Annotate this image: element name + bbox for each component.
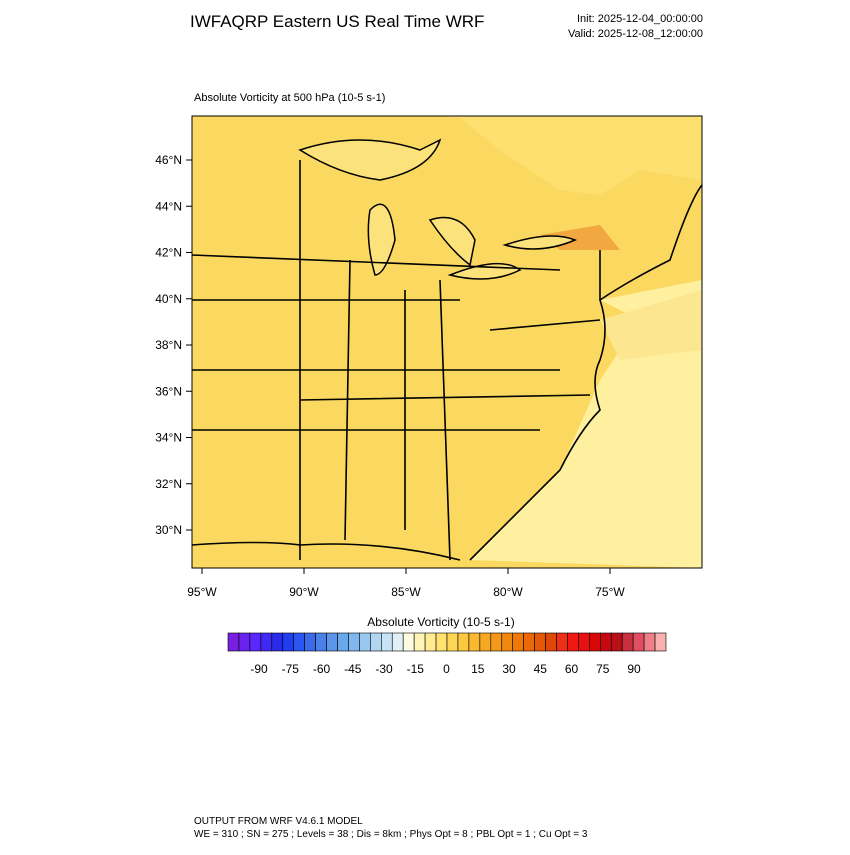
- ocean-band: [600, 290, 702, 360]
- colorbar-box: [610, 632, 623, 652]
- colorbar-box: [589, 632, 601, 652]
- lon-label: 95°W: [187, 585, 217, 599]
- footer-line: OUTPUT FROM WRF V4.6.1 MODEL: [194, 816, 363, 827]
- lon-label: 80°W: [493, 585, 523, 599]
- colorbar-label: 0: [443, 662, 450, 676]
- colorbar-box: [468, 632, 481, 652]
- lat-label: 40°N: [155, 292, 182, 306]
- lat-label: 34°N: [155, 431, 182, 445]
- valid-time: Valid: 2025-12-08_12:00:00: [568, 28, 703, 40]
- colorbar-box: [348, 632, 360, 652]
- great-lakes: [298, 138, 577, 280]
- colorbar-label: 75: [596, 662, 610, 676]
- colorbar-label: 30: [502, 662, 516, 676]
- colorbar-box: [380, 632, 393, 652]
- colorbar-box: [260, 632, 273, 652]
- colorbar-title: Absolute Vorticity (10-5 s-1): [367, 615, 514, 629]
- colorbar-box: [632, 632, 645, 652]
- lat-label: 38°N: [155, 338, 182, 352]
- colorbar-box: [501, 632, 513, 652]
- colorbar-box: [293, 632, 305, 652]
- colorbar-box: [271, 632, 284, 652]
- colorbar-box: [304, 632, 316, 652]
- colorbar-box: [512, 632, 524, 652]
- colorbar-box: [654, 632, 667, 652]
- colorbar-label: -30: [375, 662, 393, 676]
- lat-label: 32°N: [155, 477, 182, 491]
- colorbar-label: 15: [471, 662, 485, 676]
- colorbar-label: -45: [344, 662, 362, 676]
- colorbar-box: [446, 632, 459, 652]
- colorbar-label: -60: [313, 662, 331, 676]
- lat-label: 46°N: [155, 153, 182, 167]
- lon-label: 90°W: [289, 585, 319, 599]
- colorbar-box: [249, 632, 262, 652]
- lon-axis: 95°W 90°W 85°W 80°W 75°W: [187, 568, 625, 599]
- colorbar: -90 -75 -60 -45 -30 -15 0 15 30 45 60 75 90: [227, 632, 667, 676]
- colorbar-box: [315, 632, 327, 652]
- lat-axis: 46°N 44°N 42°N 40°N 38°N 36°N 34°N 32°N 30°N: [155, 153, 192, 537]
- colorbar-box: [490, 632, 503, 652]
- colorbar-box: [567, 632, 579, 652]
- gulf-coast: [191, 541, 461, 561]
- colorbar-label: 45: [534, 662, 548, 676]
- colorbar-box: [424, 632, 437, 652]
- init-time: Init: 2025-12-04_00:00:00: [577, 13, 703, 25]
- state-borders: [191, 160, 601, 561]
- canada: [440, 116, 702, 195]
- colorbar-box: [479, 632, 492, 652]
- colorbar-box: [599, 632, 612, 652]
- colorbar-box: [534, 632, 546, 652]
- colorbar-label: 90: [627, 662, 641, 676]
- colorbar-box: [621, 632, 634, 652]
- colorbar-box: [227, 632, 240, 652]
- colorbar-box: [413, 632, 426, 652]
- lat-label: 30°N: [155, 523, 182, 537]
- colorbar-box: [643, 632, 656, 652]
- colorbar-label: -90: [250, 662, 268, 676]
- lat-label: 36°N: [155, 384, 182, 398]
- colorbar-box: [402, 632, 415, 652]
- colorbar-label: 60: [565, 662, 579, 676]
- lon-label: 85°W: [391, 585, 421, 599]
- colorbar-box: [435, 632, 448, 652]
- colorbar-box: [326, 632, 338, 652]
- colorbar-box: [359, 632, 371, 652]
- colorbar-box: [545, 632, 557, 652]
- colorbar-box: [391, 632, 404, 652]
- lon-label: 75°W: [595, 585, 625, 599]
- map: [191, 115, 703, 569]
- colorbar-box: [282, 632, 294, 652]
- colorbar-label: -15: [407, 662, 425, 676]
- map-frame: [191, 115, 703, 569]
- colorbar-box: [578, 632, 590, 652]
- colorbar-box: [556, 632, 568, 652]
- colorbar-box: [457, 632, 470, 652]
- map-subtitle: Absolute Vorticity at 500 hPa (10-5 s-1): [194, 92, 385, 104]
- footer-line: WE = 310 ; SN = 275 ; Levels = 38 ; Dis …: [194, 829, 588, 840]
- colorbar-box: [337, 632, 349, 652]
- colorbar-box: [238, 632, 251, 652]
- lat-label: 44°N: [155, 199, 182, 213]
- lat-label: 42°N: [155, 246, 182, 260]
- colorbar-box: [370, 632, 382, 652]
- coastline: [469, 184, 703, 561]
- title: IWFAQRP Eastern US Real Time WRF: [190, 12, 484, 31]
- colorbar-label: -75: [282, 662, 300, 676]
- colorbar-box: [523, 632, 535, 652]
